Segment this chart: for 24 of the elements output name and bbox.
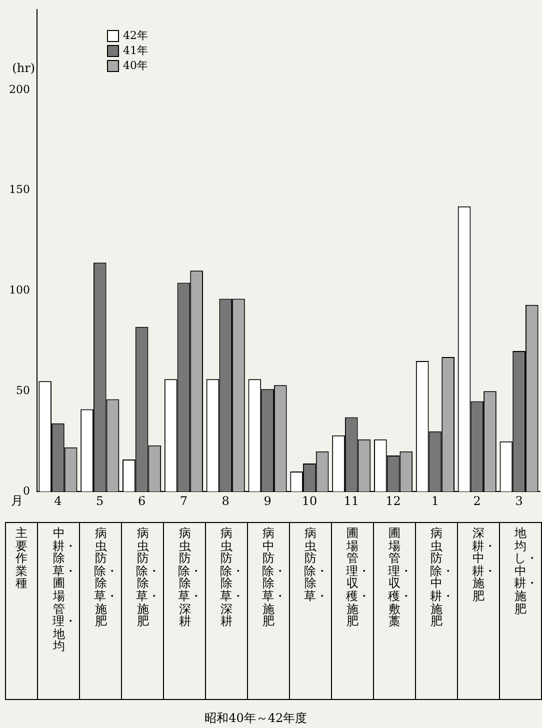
x-tick-label: 7 xyxy=(180,494,188,508)
x-tick-label: 5 xyxy=(96,494,104,508)
x-tick-label: 1 xyxy=(431,494,440,508)
x-tick-label: 12 xyxy=(386,494,401,508)
x-tick-label: 6 xyxy=(138,494,146,508)
y-tick-label: 100 xyxy=(8,284,30,297)
text: 昭和40年～42年度 xyxy=(204,710,308,727)
x-axis-title: 月 xyxy=(10,494,23,508)
x-tick-label: 2 xyxy=(473,494,481,508)
work-type-table: 主要作業種 中耕・除草・圃場管理・地均 病虫防除・除草・施肥 病虫防除・除草・施肥 病虫防除・除草・深耕 病虫防除・除草・深耕 病中防除・除草・施肥 病虫防除・除草・ 圃場管理・収穫・施肥 圃場管理・収穫・敷藁 病虫防除・中耕・施肥 深耕・中耕・施肥 地均し・中耕・施肥 xyxy=(4,522,542,700)
x-tick-label: 10 xyxy=(302,494,318,508)
y-tick-label: 200 xyxy=(8,82,30,96)
legend-label: 40年 xyxy=(122,58,148,72)
y-tick-label: 0 xyxy=(22,484,30,498)
y-axis-title: (hr) xyxy=(12,60,35,75)
x-tick-label: 8 xyxy=(222,494,230,508)
legend-label: 41年 xyxy=(122,44,148,57)
x-tick-label: 3 xyxy=(515,494,523,508)
legend-label: 42年 xyxy=(122,28,148,42)
y-tick-label: 150 xyxy=(8,183,30,196)
x-tick-label: 4 xyxy=(54,494,62,508)
y-tick-label: 50 xyxy=(16,384,30,398)
x-tick-label: 11 xyxy=(344,494,360,508)
x-tick-label: 9 xyxy=(264,494,272,508)
